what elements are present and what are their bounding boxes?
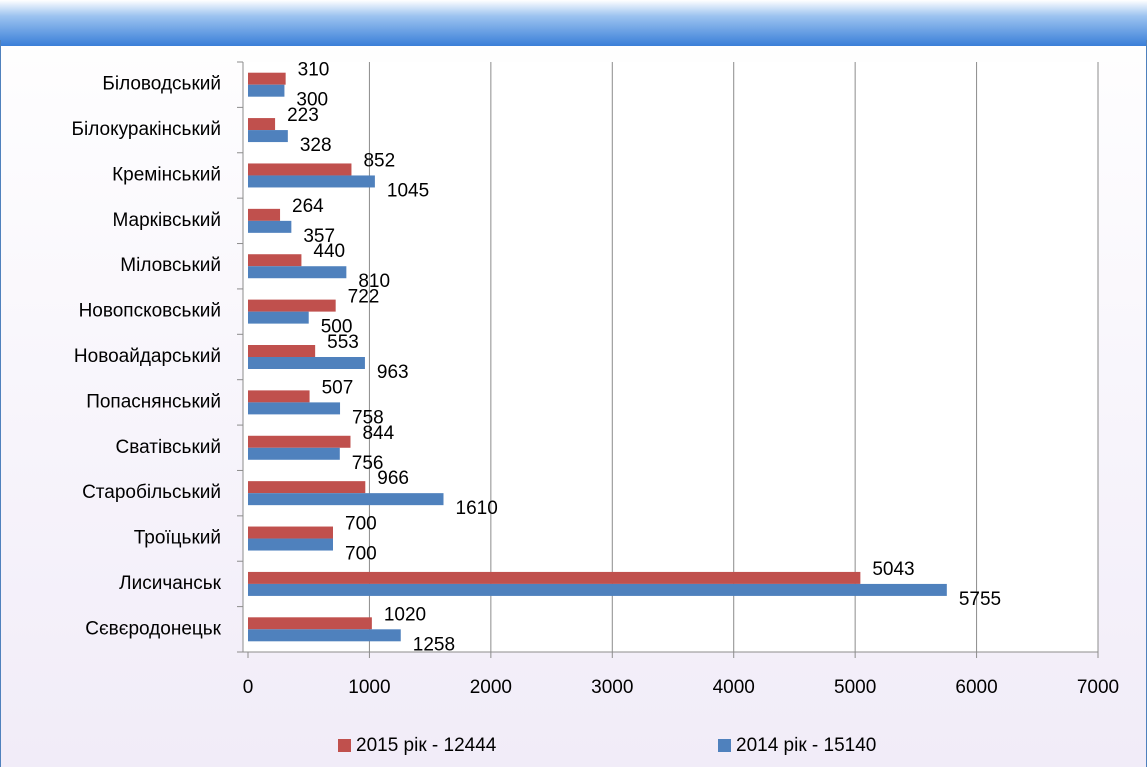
x-tick-label: 7000 (1077, 677, 1119, 698)
bar (248, 266, 347, 279)
x-tick-label: 0 (243, 677, 254, 698)
bar (248, 493, 444, 506)
data-label: 700 (345, 544, 377, 565)
data-label: 810 (358, 271, 390, 292)
bar (248, 254, 302, 267)
y-tick-label: Кремінський (112, 164, 221, 185)
y-tick-label: Біловодський (102, 74, 221, 95)
data-label: 1020 (384, 604, 426, 625)
data-label: 758 (352, 407, 384, 428)
data-label: 1045 (387, 180, 429, 201)
y-tick-label: Сватівський (116, 437, 222, 458)
bar (248, 299, 336, 312)
data-label: 844 (362, 423, 394, 444)
bar (248, 435, 351, 448)
data-label: 500 (321, 317, 353, 338)
legend-label: 2015 рік - 12444 (356, 735, 497, 756)
y-tick-label: Попаснянський (86, 391, 221, 412)
bar (248, 481, 366, 494)
bar (248, 583, 947, 596)
data-label: 700 (345, 514, 377, 535)
bar (248, 402, 341, 415)
data-label: 507 (322, 377, 354, 398)
x-tick-label: 5000 (834, 677, 876, 698)
bar (248, 538, 333, 551)
data-label: 300 (296, 90, 328, 111)
data-label: 357 (303, 226, 335, 247)
y-tick-label: Новопсковський (79, 301, 221, 322)
bar (248, 163, 352, 176)
data-label: 852 (363, 150, 395, 171)
legend-swatch (338, 739, 351, 752)
header-band (0, 0, 1147, 46)
data-label: 553 (327, 332, 359, 353)
y-tick-label: Міловський (120, 255, 221, 276)
x-tick-label: 6000 (955, 677, 997, 698)
legend-swatch (718, 739, 731, 752)
data-label: 5043 (872, 559, 914, 580)
data-label: 440 (313, 241, 345, 262)
data-label: 722 (348, 287, 380, 308)
y-tick-label: Сєвєродонецьк (85, 618, 221, 639)
bar (248, 84, 285, 97)
data-label: 1610 (456, 498, 498, 519)
bar (248, 175, 375, 188)
data-label: 5755 (959, 589, 1001, 610)
data-label: 223 (287, 105, 319, 126)
bar (248, 311, 309, 324)
x-tick-label: 3000 (591, 677, 633, 698)
bar (248, 447, 340, 460)
bar (248, 72, 286, 85)
y-tick-label: Старобільський (82, 482, 221, 503)
data-label: 1258 (413, 634, 455, 655)
bar (248, 357, 365, 369)
data-label: 756 (352, 453, 384, 474)
y-tick-label: Новоайдарський (74, 346, 221, 367)
bar (248, 130, 288, 143)
bar (248, 118, 276, 131)
data-label: 328 (300, 135, 332, 156)
bar (248, 220, 292, 233)
data-label: 963 (377, 362, 409, 383)
bar (248, 629, 401, 642)
bar (248, 345, 316, 357)
bar (248, 526, 333, 539)
y-tick-label: Троїцький (134, 528, 221, 549)
y-tick-label: Лисичанськ (119, 573, 222, 594)
bar (248, 208, 281, 221)
x-tick-label: 2000 (470, 677, 512, 698)
legend-label: 2014 рік - 15140 (736, 735, 876, 756)
data-label: 264 (292, 196, 324, 217)
x-tick-label: 1000 (348, 677, 390, 698)
bar (248, 617, 372, 630)
bar (248, 390, 310, 403)
y-tick-label: Марківський (112, 210, 221, 231)
x-tick-label: 4000 (713, 677, 755, 698)
plot-area (243, 62, 1098, 652)
data-label: 310 (298, 60, 330, 81)
bar (248, 571, 861, 584)
y-tick-label: Білокуракінський (72, 119, 221, 140)
data-label: 966 (377, 468, 409, 489)
